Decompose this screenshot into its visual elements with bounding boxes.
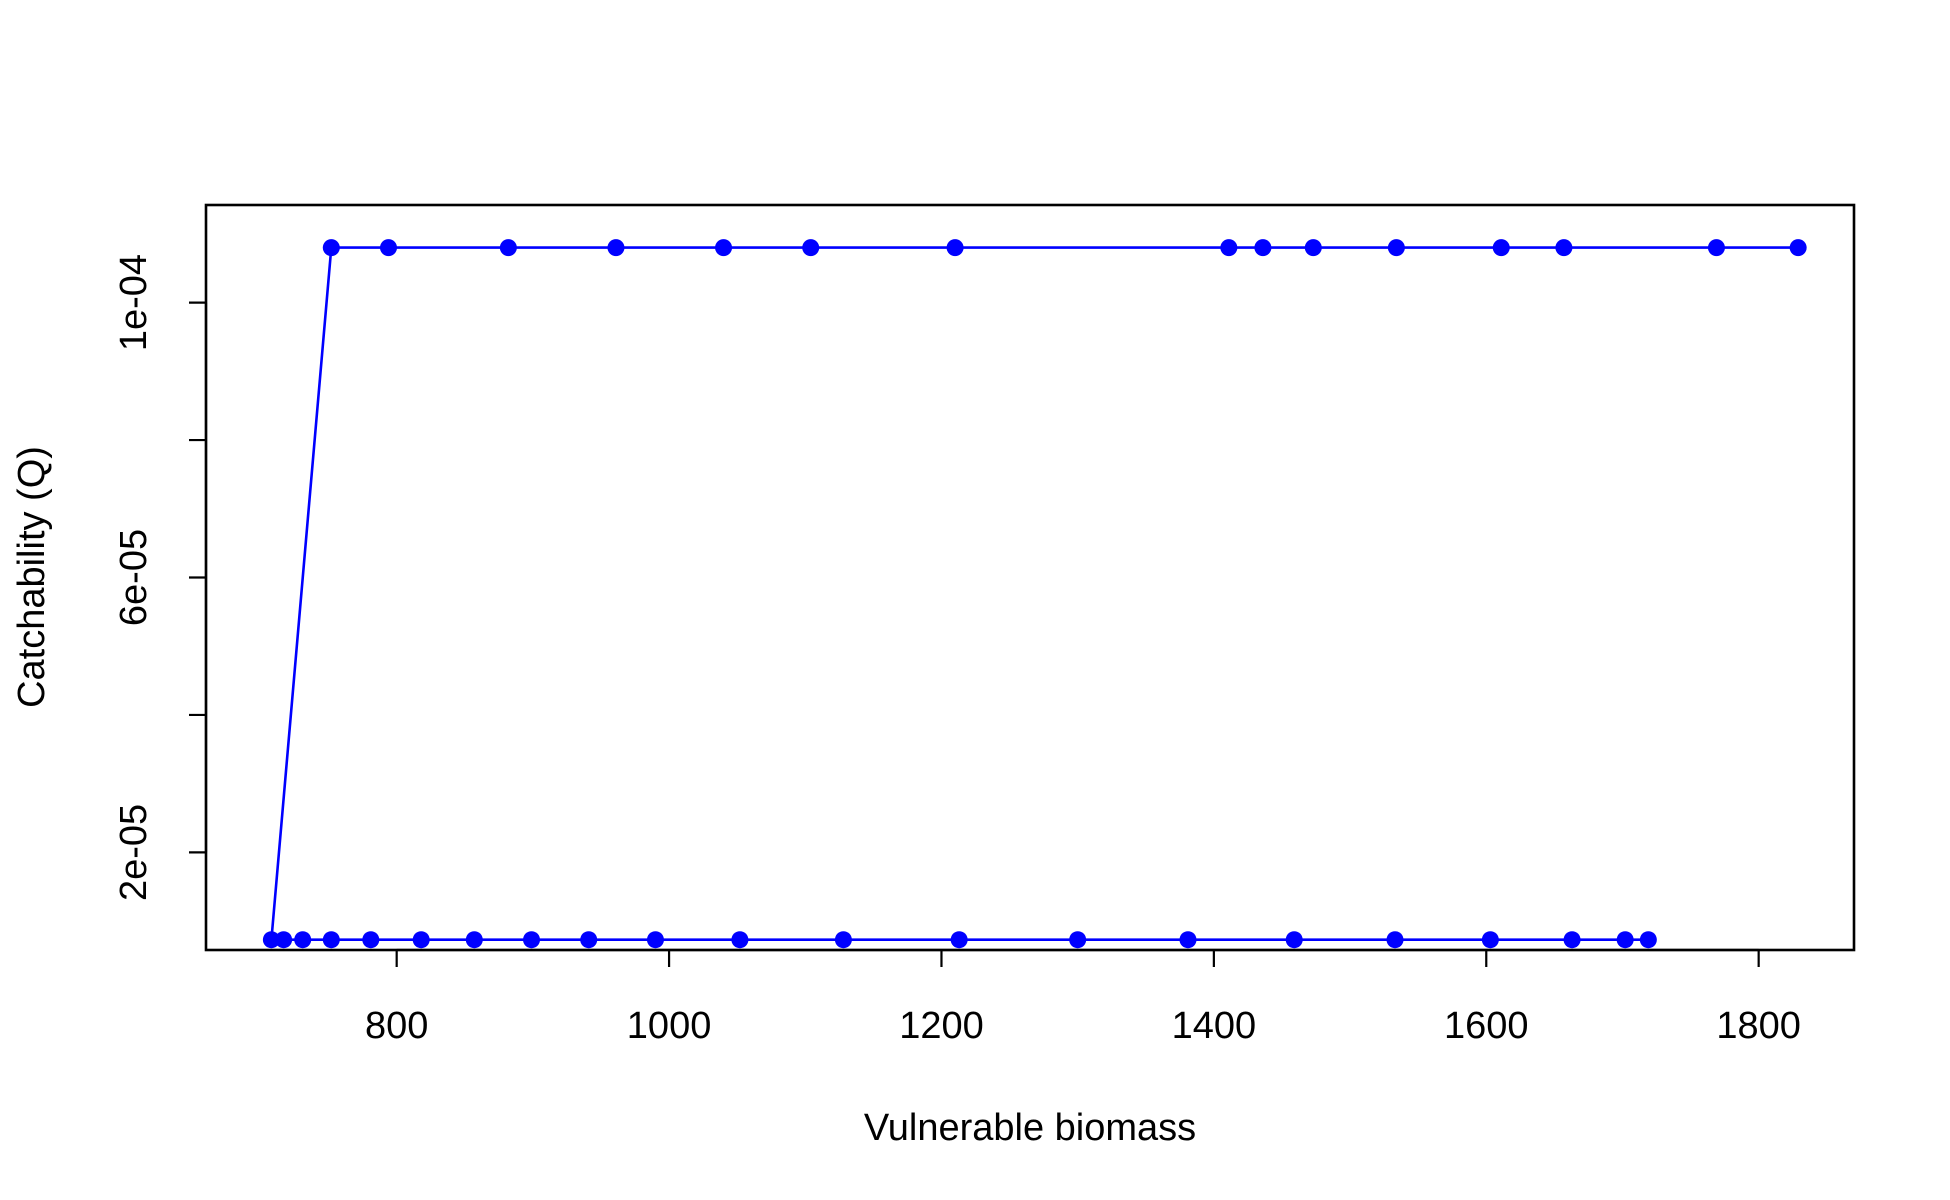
data-point bbox=[731, 931, 749, 949]
data-point bbox=[946, 239, 964, 257]
data-point bbox=[607, 239, 625, 257]
data-point bbox=[1563, 931, 1581, 949]
x-axis-label: Vulnerable biomass bbox=[864, 1107, 1196, 1149]
data-point bbox=[715, 239, 733, 257]
data-point bbox=[523, 931, 541, 949]
x-tick-label: 1200 bbox=[899, 1005, 984, 1047]
data-point bbox=[1386, 931, 1404, 949]
x-tick-label: 1400 bbox=[1172, 1005, 1257, 1047]
y-tick-label: 2e-05 bbox=[113, 804, 155, 901]
data-point bbox=[1179, 931, 1197, 949]
data-point bbox=[499, 239, 517, 257]
data-point bbox=[1254, 239, 1272, 257]
data-point bbox=[1220, 239, 1238, 257]
data-point bbox=[1304, 239, 1322, 257]
x-tick-label: 1600 bbox=[1444, 1005, 1529, 1047]
data-point bbox=[834, 931, 852, 949]
data-point bbox=[294, 931, 312, 949]
data-point bbox=[262, 931, 280, 949]
data-point bbox=[1789, 239, 1807, 257]
data-point bbox=[950, 931, 968, 949]
data-point bbox=[465, 931, 483, 949]
y-tick-label: 6e-05 bbox=[113, 529, 155, 626]
data-point bbox=[1285, 931, 1303, 949]
data-point bbox=[380, 239, 398, 257]
data-point bbox=[362, 931, 380, 949]
data-point bbox=[580, 931, 598, 949]
x-axis: 800 1000 1200 1400 1600 1800 bbox=[365, 948, 1801, 1047]
data-point bbox=[322, 239, 340, 257]
x-tick-label: 800 bbox=[365, 1005, 428, 1047]
plot-frame bbox=[204, 203, 1856, 952]
data-point bbox=[802, 239, 820, 257]
data-point bbox=[646, 931, 664, 949]
data-point bbox=[1555, 239, 1573, 257]
series-line bbox=[270, 246, 1799, 942]
data-point bbox=[412, 931, 430, 949]
data-point bbox=[1616, 931, 1634, 949]
data-point bbox=[1639, 931, 1657, 949]
data-point bbox=[322, 931, 340, 949]
data-point bbox=[1707, 239, 1725, 257]
data-point bbox=[1069, 931, 1087, 949]
y-tick-label: 1e-04 bbox=[113, 254, 155, 351]
data-point bbox=[1481, 931, 1499, 949]
data-point bbox=[1387, 239, 1405, 257]
data-point bbox=[275, 931, 293, 949]
y-axis-label: Catchability (Q) bbox=[11, 446, 53, 708]
series-layer bbox=[262, 239, 1807, 949]
y-axis: 2e-05 6e-05 1e-04 bbox=[113, 254, 208, 901]
data-point bbox=[1492, 239, 1510, 257]
x-tick-label: 1800 bbox=[1716, 1005, 1801, 1047]
x-tick-label: 1000 bbox=[627, 1005, 712, 1047]
